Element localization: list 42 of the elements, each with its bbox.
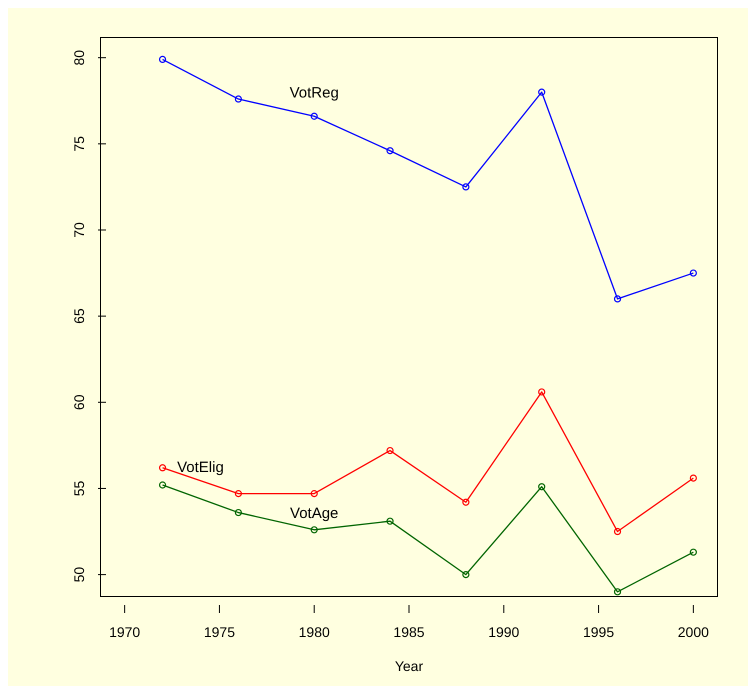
point — [158, 464, 166, 472]
point — [234, 95, 242, 103]
point — [386, 518, 394, 525]
y-tick-label: 50 — [71, 566, 87, 582]
point — [690, 474, 697, 482]
point — [310, 490, 318, 498]
point — [310, 526, 318, 534]
point — [538, 388, 546, 396]
point — [462, 183, 470, 191]
y-tick-label: 80 — [71, 50, 87, 66]
point — [234, 508, 242, 516]
x-tick-label: 2000 — [678, 624, 710, 640]
x-tick-label: 1985 — [393, 624, 425, 640]
series-label: VotReg — [290, 84, 339, 102]
point — [538, 88, 546, 96]
point — [158, 481, 166, 489]
point — [462, 498, 470, 506]
x-tick-label: 1995 — [582, 624, 614, 640]
point — [538, 483, 546, 490]
point — [310, 112, 318, 120]
y-tick-label: 75 — [71, 136, 87, 152]
x-tick-label: 1975 — [204, 624, 236, 640]
point — [158, 56, 166, 63]
point — [386, 147, 394, 154]
point — [234, 490, 242, 498]
x-tick-label: 1970 — [109, 624, 140, 640]
y-tick-label: 55 — [71, 480, 87, 496]
x-tick-label: 1990 — [488, 624, 520, 640]
point — [690, 548, 697, 556]
point — [614, 588, 622, 596]
point — [614, 528, 622, 536]
y-tick-label: 60 — [71, 394, 87, 410]
x-tick-label: 1980 — [298, 624, 330, 640]
x-axis-title: Year — [394, 658, 424, 674]
y-tick-label: 65 — [71, 308, 87, 324]
series-label: VotElig — [177, 459, 224, 476]
point — [386, 446, 394, 454]
point — [614, 295, 622, 303]
point — [462, 571, 470, 578]
series-label: VotAge — [290, 505, 338, 522]
y-tick-label: 70 — [71, 222, 87, 238]
point — [690, 269, 697, 277]
